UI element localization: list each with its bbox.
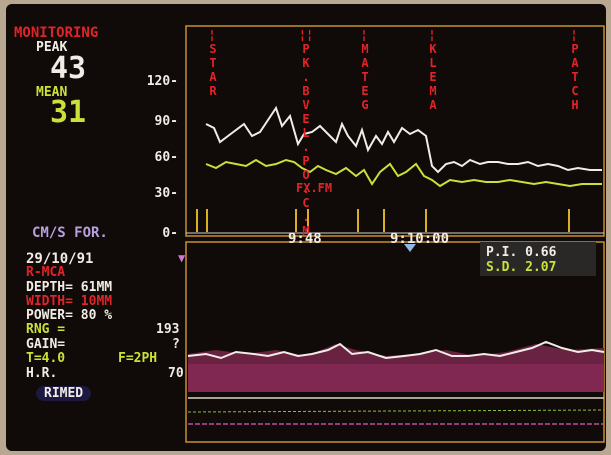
- y-tick-label: 0-: [162, 226, 178, 241]
- peak-trace: [205, 105, 602, 174]
- event-label-klema: ¦ KLEMA: [426, 28, 440, 112]
- power-setting: POWER= 80 %: [26, 308, 113, 323]
- event-label-star: ¦ STAR: [206, 28, 220, 98]
- event-ticks: [196, 209, 570, 232]
- vessel-mode: R-MCA: [26, 265, 66, 280]
- y-tick-label: 120-: [146, 74, 178, 89]
- time-label-1: 9:48: [288, 231, 322, 247]
- y-tick-label: 30-: [154, 186, 178, 201]
- doppler-monitor-screen: MONITORING PEAK 43 MEAN 31 120- 90- 60- …: [6, 4, 606, 451]
- time-cursor-marker[interactable]: [404, 244, 416, 252]
- index-box: [480, 242, 596, 276]
- width-setting: WIDTH= 10MM: [26, 294, 113, 309]
- event-label-patch: ¦ PATCH: [568, 28, 582, 112]
- filter-setting: T=4.0: [26, 351, 66, 366]
- heart-rate-value: 70: [168, 366, 184, 381]
- heart-rate-label: H.R.: [26, 366, 58, 381]
- rng-label: RNG =: [26, 322, 66, 337]
- rimed-button[interactable]: RIMED: [36, 386, 92, 401]
- mean-label: MEAN: [36, 85, 68, 100]
- units-label: CM/S FOR.: [32, 225, 108, 241]
- frequency-setting: F=2PH: [118, 351, 158, 366]
- date-dropdown-icon[interactable]: ▼: [178, 251, 186, 265]
- event-label-pk: ¦¦ PK.BVEL.PO.C.M: [298, 28, 314, 238]
- date-label: 29/10/91: [26, 251, 94, 267]
- depth-setting: DEPTH= 61MM: [26, 280, 113, 295]
- rng-value: 193: [156, 322, 180, 337]
- doppler-spectrum: [187, 340, 605, 425]
- peak-value: 43: [50, 51, 87, 86]
- mean-trace: [205, 158, 602, 188]
- y-tick-label: 60-: [154, 150, 178, 165]
- mean-value: 31: [50, 95, 87, 130]
- time-label-2: 9:10:00: [390, 231, 450, 247]
- spectrum-frame: [185, 241, 605, 443]
- trend-chart-frame: [185, 25, 605, 237]
- pulsatility-index: P.I. 0.66: [486, 245, 557, 260]
- event-sublabel: FX.FM: [296, 181, 333, 195]
- y-tick-label: 90-: [154, 114, 178, 129]
- peak-label: PEAK: [36, 40, 68, 55]
- monitoring-title: MONITORING: [14, 25, 99, 41]
- standard-deviation: S.D. 2.07: [486, 260, 557, 275]
- event-label-mateg: ¦ MATEG: [358, 28, 372, 112]
- trend-chart: [185, 25, 605, 443]
- gain-label: GAIN=: [26, 337, 66, 352]
- gain-value: ?: [172, 337, 180, 352]
